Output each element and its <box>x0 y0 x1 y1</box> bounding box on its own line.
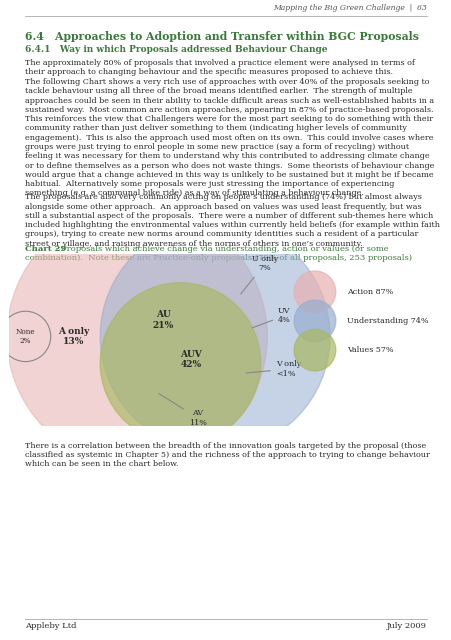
Text: classified as systemic in Chapter 5) and the richness of the approach to trying : classified as systemic in Chapter 5) and… <box>25 451 429 459</box>
Text: The following Chart shows a very rich use of approaches with over 40% of the pro: The following Chart shows a very rich us… <box>25 78 428 86</box>
Text: alongside some other approach.  An approach based on values was used least frequ: alongside some other approach. An approa… <box>25 202 420 211</box>
Text: There is a correlation between the breadth of the innovation goals targeted by t: There is a correlation between the bread… <box>25 442 425 449</box>
Text: U only
7%: U only 7% <box>240 255 277 294</box>
Text: sustained way.  Most common are action approaches, appearing in 87% of practice-: sustained way. Most common are action ap… <box>25 106 433 114</box>
Text: This reinforces the view that Challengers were for the most part seeking to do s: This reinforces the view that Challenger… <box>25 115 432 123</box>
Text: included highlighting the environmental values within currently held beliefs (fo: included highlighting the environmental … <box>25 221 439 229</box>
Text: Action 87%: Action 87% <box>346 288 392 296</box>
Text: Values 57%: Values 57% <box>346 346 392 354</box>
Text: The approximately 80% of proposals that involved a practice element were analyse: The approximately 80% of proposals that … <box>25 59 414 67</box>
Text: engagement).  This is also the approach used most often on its own.  This could : engagement). This is also the approach u… <box>25 134 433 141</box>
Ellipse shape <box>100 283 260 444</box>
Text: community rather than just deliver something to them (indicating higher levels o: community rather than just deliver somet… <box>25 124 406 132</box>
Text: feeling it was necessary for them to understand why this contributed to addressi: feeling it was necessary for them to und… <box>25 152 428 160</box>
Text: street or village, and raising awareness of the norms of others in one’s communi: street or village, and raising awareness… <box>25 239 362 248</box>
Text: AUV
42%: AUV 42% <box>180 350 202 369</box>
Ellipse shape <box>7 206 267 467</box>
Text: 6.4.1   Way in which Proposals addressed Behaviour Change: 6.4.1 Way in which Proposals addressed B… <box>25 45 327 54</box>
Text: still a substantial aspect of the proposals.  There were a number of different s: still a substantial aspect of the propos… <box>25 212 432 220</box>
Text: The proposals are also very commonly acting on people’s understanding (74%) but : The proposals are also very commonly act… <box>25 193 421 201</box>
Text: V only
<1%: V only <1% <box>246 360 300 378</box>
Text: would argue that a change achieved in this way is unlikely to be sustained but i: would argue that a change achieved in th… <box>25 171 433 179</box>
Text: A only
13%: A only 13% <box>58 326 89 346</box>
Text: AU
21%: AU 21% <box>152 310 173 330</box>
Ellipse shape <box>294 300 335 342</box>
Ellipse shape <box>294 330 335 371</box>
Text: or to define themselves as a person who does not waste things.  Some theorists o: or to define themselves as a person who … <box>25 161 433 170</box>
Text: Mapping the Big Green Challenge  |  63: Mapping the Big Green Challenge | 63 <box>273 4 426 12</box>
Text: habitual.  Alternatively some proposals were just stressing the importance of ex: habitual. Alternatively some proposals w… <box>25 180 393 188</box>
Text: Appleby Ltd: Appleby Ltd <box>25 622 76 630</box>
Text: July 2009: July 2009 <box>387 622 426 630</box>
Text: UV
4%: UV 4% <box>252 307 290 328</box>
Text: their approach to changing behaviour and the specific measures proposed to achie: their approach to changing behaviour and… <box>25 68 392 76</box>
Text: 6.4   Approaches to Adoption and Transfer within BGC Proposals: 6.4 Approaches to Adoption and Transfer … <box>25 31 418 42</box>
Text: groups were just trying to enrol people in some new practice (say a form of recy: groups were just trying to enrol people … <box>25 143 408 151</box>
Text: - Proposals which achieve change via understanding, action or values (or some: - Proposals which achieve change via und… <box>53 245 388 253</box>
Text: Chart 29: Chart 29 <box>25 245 66 253</box>
Ellipse shape <box>100 221 329 451</box>
Text: AV
11%: AV 11% <box>159 394 207 426</box>
Text: approaches could be seen in their ability to tackle difficult areas such as well: approaches could be seen in their abilit… <box>25 97 433 104</box>
Ellipse shape <box>294 271 335 313</box>
Text: combination).  Note these are Practice-only proposals (79% of all proposals, 253: combination). Note these are Practice-on… <box>25 254 411 262</box>
Text: None
2%: None 2% <box>16 328 35 345</box>
Text: tackle behaviour using all three of the broad means identified earlier.  The str: tackle behaviour using all three of the … <box>25 87 412 95</box>
Text: groups), trying to create new norms around community identities such a resident : groups), trying to create new norms arou… <box>25 230 417 238</box>
Text: Understanding 74%: Understanding 74% <box>346 317 427 325</box>
Text: which can be seen in the chart below.: which can be seen in the chart below. <box>25 460 178 468</box>
Text: something (e.g. a communal bike ride) as a way of stimulating a behaviour change: something (e.g. a communal bike ride) as… <box>25 189 363 197</box>
